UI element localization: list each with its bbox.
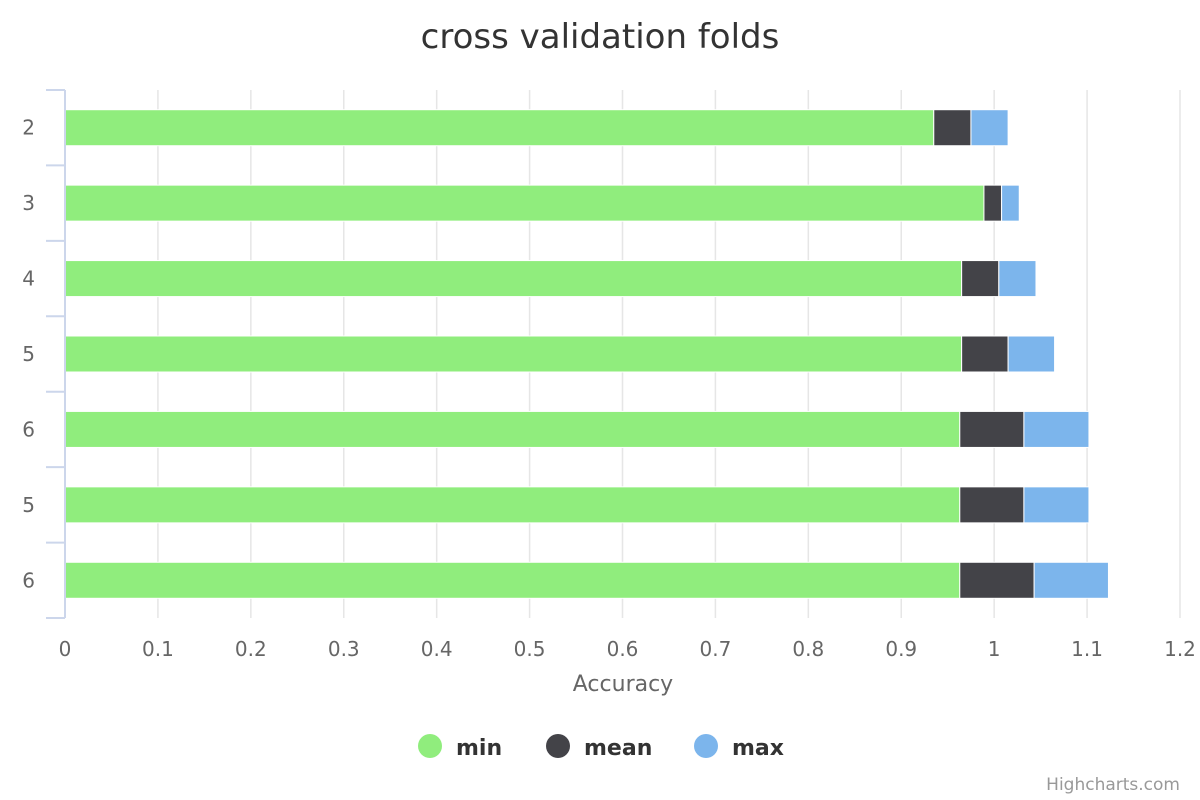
bar-max[interactable] xyxy=(1033,561,1109,599)
bar-max[interactable] xyxy=(1023,410,1090,448)
bar-mean[interactable] xyxy=(961,335,1009,373)
bar-max[interactable] xyxy=(1001,184,1020,222)
bar-min[interactable] xyxy=(64,335,963,373)
bar-mean[interactable] xyxy=(961,260,1000,298)
legend-item-max[interactable]: max xyxy=(694,734,784,761)
y-axis: 2 3 4 5 6 5 6 xyxy=(22,89,66,619)
y-tick-label: 2 xyxy=(22,116,35,140)
bar-min[interactable] xyxy=(64,561,961,599)
legend-label: mean xyxy=(584,736,652,761)
x-tick-label: 0.5 xyxy=(514,637,546,661)
chart-title: cross validation folds xyxy=(421,17,780,57)
x-tick-label: 0.6 xyxy=(607,637,639,661)
bar-mean[interactable] xyxy=(959,410,1025,448)
x-tick-label: 1.1 xyxy=(1071,637,1103,661)
bar-mean[interactable] xyxy=(959,486,1025,524)
legend-marker xyxy=(418,734,442,758)
credits-link[interactable]: Highcharts.com xyxy=(1046,775,1180,795)
bar-mean[interactable] xyxy=(933,109,972,147)
x-tick-label: 0.2 xyxy=(235,637,267,661)
bar-min[interactable] xyxy=(64,260,963,298)
bar-min[interactable] xyxy=(64,184,985,222)
x-tick-label: 0 xyxy=(59,637,72,661)
legend-marker xyxy=(694,734,718,758)
bar-min[interactable] xyxy=(64,486,961,524)
x-tick-label: 0.3 xyxy=(328,637,360,661)
bar-max[interactable] xyxy=(998,260,1037,298)
y-tick-label: 5 xyxy=(22,342,35,366)
x-tick-label: 1.2 xyxy=(1164,637,1196,661)
legend-label: max xyxy=(732,736,784,761)
x-tick-label: 1 xyxy=(988,637,1001,661)
bar-max[interactable] xyxy=(1007,335,1056,373)
x-tick-label: 0.7 xyxy=(700,637,732,661)
bar-max[interactable] xyxy=(970,109,1009,147)
legend-item-mean[interactable]: mean xyxy=(546,734,652,761)
y-tick-label: 6 xyxy=(22,568,35,592)
bar-min[interactable] xyxy=(64,109,935,147)
x-tick-label: 0.4 xyxy=(421,637,453,661)
x-tick-label: 0.8 xyxy=(792,637,824,661)
legend-marker xyxy=(546,734,570,758)
legend: min mean max xyxy=(418,734,784,761)
x-tick-label: 0.1 xyxy=(142,637,174,661)
y-tick-label: 6 xyxy=(22,417,35,441)
bar-min[interactable] xyxy=(64,410,961,448)
bar-mean[interactable] xyxy=(959,561,1035,599)
legend-item-min[interactable]: min xyxy=(418,734,502,761)
legend-label: min xyxy=(456,736,502,761)
x-axis-title: Accuracy xyxy=(573,672,673,697)
bar-max[interactable] xyxy=(1023,486,1090,524)
y-tick-label: 3 xyxy=(22,191,35,215)
x-axis: 0 0.1 0.2 0.3 0.4 0.5 0.6 0.7 0.8 0.9 1 1.1 1.2 xyxy=(59,637,1196,661)
x-tick-label: 0.9 xyxy=(885,637,917,661)
bar-mean[interactable] xyxy=(983,184,1003,222)
bars xyxy=(64,109,1109,599)
y-tick-label: 5 xyxy=(22,493,35,517)
y-tick-label: 4 xyxy=(22,267,35,291)
